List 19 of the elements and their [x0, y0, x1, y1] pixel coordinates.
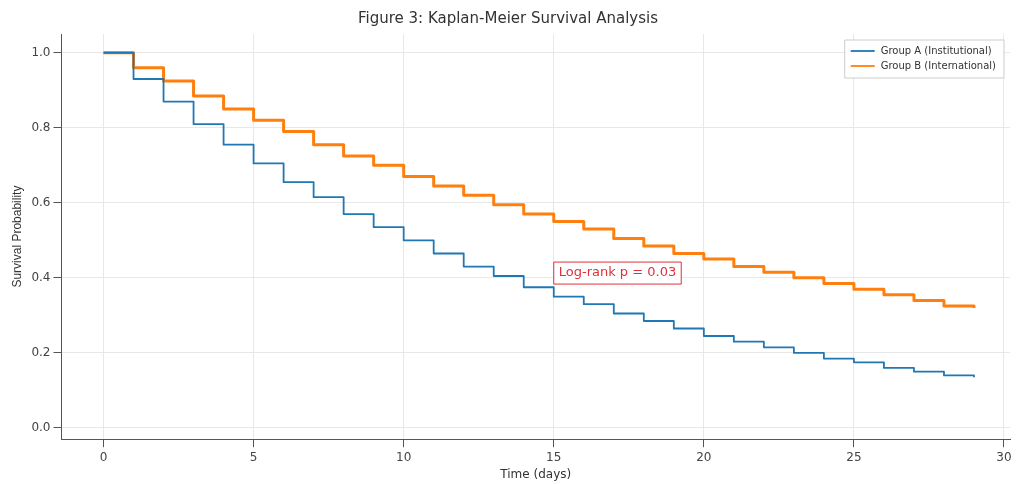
y-axis-title: Survival Probability	[9, 185, 24, 288]
y-tick-label: 0.4	[31, 270, 51, 284]
x-tick-label: 5	[249, 449, 258, 464]
y-tick-label: 0.6	[31, 194, 51, 209]
x-axis-title: Time (days)	[499, 466, 572, 481]
x-tick-label: 30	[996, 449, 1012, 464]
chart-title: Figure 3: Kaplan-Meier Survival Analysis	[357, 8, 659, 27]
x-tick-label: 10	[396, 449, 412, 464]
y-tick-label: 0.0	[31, 420, 51, 435]
x-tick-label: 0	[99, 449, 108, 464]
legend-label: Group B (International)	[880, 59, 997, 71]
x-tick-label: 25	[846, 449, 862, 464]
y-tick-label: 1.0	[31, 44, 51, 59]
y-tick-label: 0.2	[31, 345, 51, 360]
annotation: Log-rank p = 0.03	[558, 264, 677, 280]
legend-label: Group A (Institutional)	[880, 44, 992, 56]
y-tick-label: 0.8	[31, 119, 51, 134]
x-tick-label: 20	[696, 449, 712, 464]
x-tick-label: 15	[546, 449, 562, 464]
